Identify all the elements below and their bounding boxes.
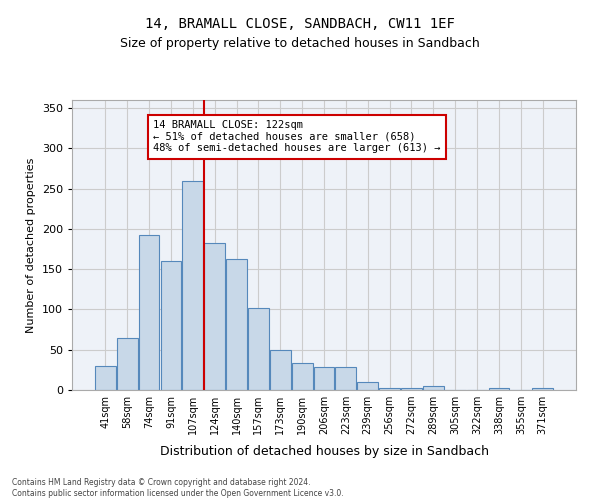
Bar (139, 234, 160, 390)
Bar (226, 258, 247, 390)
Bar (248, 308, 269, 390)
Text: Size of property relative to detached houses in Sandbach: Size of property relative to detached ho… (120, 38, 480, 51)
Text: Contains HM Land Registry data © Crown copyright and database right 2024.
Contai: Contains HM Land Registry data © Crown c… (12, 478, 344, 498)
Bar (182, 180, 203, 390)
Y-axis label: Number of detached properties: Number of detached properties (26, 158, 36, 332)
Bar (270, 350, 290, 390)
Text: 14, BRAMALL CLOSE, SANDBACH, CW11 1EF: 14, BRAMALL CLOSE, SANDBACH, CW11 1EF (145, 18, 455, 32)
Bar (161, 261, 181, 390)
Bar (358, 382, 378, 390)
Bar (204, 242, 225, 390)
Bar (314, 366, 334, 390)
Text: 14 BRAMALL CLOSE: 122sqm
← 51% of detached houses are smaller (658)
48% of semi-: 14 BRAMALL CLOSE: 122sqm ← 51% of detach… (154, 120, 441, 154)
Bar (117, 338, 137, 390)
Bar (423, 386, 444, 390)
Bar (532, 388, 553, 390)
Bar (95, 366, 116, 390)
Bar (401, 388, 422, 390)
X-axis label: Distribution of detached houses by size in Sandbach: Distribution of detached houses by size … (160, 446, 488, 458)
Bar (488, 388, 509, 390)
Bar (335, 366, 356, 390)
Bar (379, 388, 400, 390)
Bar (292, 364, 313, 390)
